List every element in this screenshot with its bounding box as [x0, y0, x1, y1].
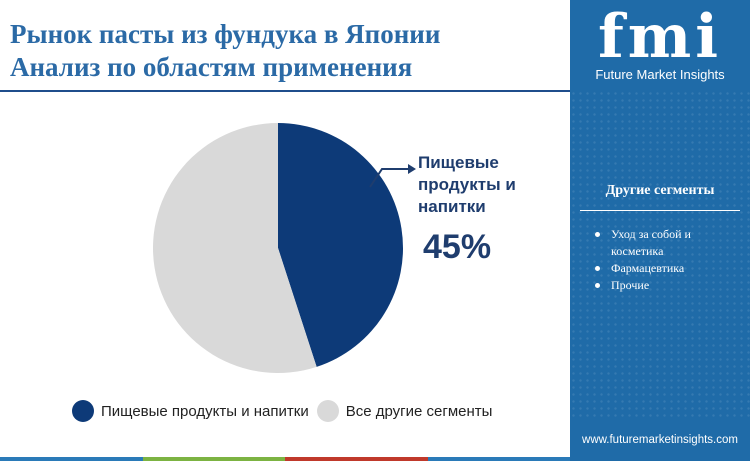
other-segments-heading: Другие сегменты — [605, 183, 715, 198]
list-item: Фармацевтика — [594, 260, 744, 277]
other-segments-list: Уход за собой и косметика Фармацевтика П… — [594, 226, 744, 294]
pie-chart — [153, 123, 403, 373]
legend-label: Пищевые продукты и напитки — [101, 402, 309, 420]
callout-label: Пищевые продукты и напитки — [418, 153, 516, 216]
callout-arrow-icon — [369, 164, 416, 188]
sidebar: fmi Future Market Insights Другие сегмен… — [570, 0, 750, 461]
fmi-logo: fmi — [597, 2, 723, 72]
sidebar-map-pattern — [570, 90, 750, 420]
title-line-1: Рынок пасты из фундука в Японии — [10, 19, 441, 49]
title-divider — [0, 90, 570, 92]
bottom-bar-segment — [142, 457, 285, 461]
bottom-bar-segment — [0, 457, 143, 461]
bottom-color-bar — [0, 457, 570, 461]
list-item: Прочие — [594, 277, 744, 294]
legend-label: Все другие сегменты — [345, 402, 493, 420]
legend-swatch — [316, 400, 339, 422]
title-line-2: Анализ по областям применения — [10, 52, 413, 82]
legend-swatch — [72, 400, 94, 422]
page-title: Рынок пасты из фундука в Японии Анализ п… — [10, 18, 565, 84]
chart-legend: Пищевые продукты и напитки Все другие сег… — [72, 400, 500, 422]
legend-item-other-segments: Все другие сегменты — [316, 400, 493, 422]
list-item: Уход за собой и косметика — [594, 226, 744, 260]
website-link[interactable]: www.futuremarketinsights.com — [582, 434, 738, 446]
legend-item-food-beverages: Пищевые продукты и напитки — [72, 400, 309, 422]
bottom-bar-segment — [285, 457, 428, 461]
pie-slice-other-segments — [153, 123, 317, 373]
callout-value: 45% — [423, 228, 492, 266]
logo-subtitle: Future Market Insights — [595, 67, 725, 82]
sidebar-divider — [580, 210, 740, 211]
bottom-bar-segment — [427, 457, 570, 461]
